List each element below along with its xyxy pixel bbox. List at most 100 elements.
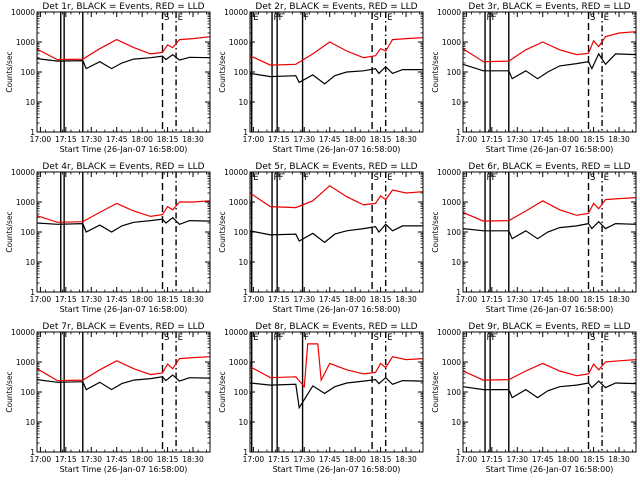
plot-frame [36,11,211,133]
y-tick-label: 1000 [229,358,248,367]
y-tick-label: 10000 [224,8,248,17]
x-tick-label: 17:30 [506,135,528,144]
y-tick-label: 100 [447,68,462,77]
y-tick-label: 1 [30,128,35,137]
lld-series-line [36,356,211,382]
y-tick-label: 100 [21,388,36,397]
x-tick-label: 17:15 [55,295,77,304]
x-tick-label: 17:00 [456,295,478,304]
x-tick-label: 18:30 [395,135,417,144]
y-tick-label: 10000 [437,8,461,17]
x-axis-label: Start Time (26-Jan-07 16:58:00) [60,305,188,314]
y-tick-label: 1000 [442,198,461,207]
y-tick-label: 100 [234,228,249,237]
event-marker-label: E [604,333,609,343]
x-tick-label: 18:30 [608,455,630,464]
events-series-line [462,220,637,240]
y-tick-label: 1 [456,448,461,457]
x-tick-label: 17:15 [481,295,503,304]
event-marker-label: F [487,333,492,343]
y-axis-label: Counts/sec [218,51,227,92]
lld-series-line [249,37,424,66]
event-marker-label: F [274,173,279,183]
x-axis-label: Start Time (26-Jan-07 16:58:00) [273,305,401,314]
y-tick-label: 100 [447,388,462,397]
x-tick-label: 17:45 [106,455,128,464]
x-axis-label: Start Time (26-Jan-07 16:58:00) [60,145,188,154]
x-tick-label: 17:00 [243,135,265,144]
y-tick-label: 100 [234,388,249,397]
x-tick-label: 18:15 [583,135,605,144]
y-tick-label: 10 [451,418,461,427]
event-marker-label: F [492,13,497,23]
y-tick-label: 1 [243,288,248,297]
x-tick-label: 17:45 [532,135,554,144]
panel-title: Det 5r, BLACK = Events, RED = LLD [255,162,417,172]
panel-title: Det 1r, BLACK = Events, RED = LLD [42,2,204,12]
y-tick-label: 10000 [437,168,461,177]
x-tick-label: 18:15 [157,455,179,464]
plot-frame [462,11,637,133]
y-tick-label: 1 [456,128,461,137]
x-tick-label: 18:15 [157,295,179,304]
event-marker-label: E [387,13,392,23]
x-tick-label: 18:30 [182,455,204,464]
x-tick-label: 17:00 [30,295,52,304]
x-axis-label: Start Time (26-Jan-07 16:58:00) [273,145,401,154]
x-tick-label: 17:00 [456,135,478,144]
y-tick-label: 100 [21,228,36,237]
lld-series-line [462,197,637,222]
x-tick-label: 18:15 [370,135,392,144]
x-tick-label: 17:45 [319,455,341,464]
x-tick-label: 18:30 [395,455,417,464]
event-marker-label: S [164,333,169,343]
event-marker-label: S [164,13,169,23]
plot-frame [36,331,211,453]
event-marker-label: F [492,173,497,183]
x-tick-label: 17:00 [243,455,265,464]
events-series-line [36,53,211,70]
y-tick-label: 10000 [11,168,35,177]
event-marker-label: S [374,333,379,343]
x-tick-label: 17:30 [80,295,102,304]
panel-title: Det 9r, BLACK = Events, RED = LLD [468,322,630,332]
y-tick-label: 100 [21,68,36,77]
event-marker-label: S [374,13,379,23]
panel-det-4: Det 4r, BLACK = Events, RED = LLD 1 10 100 1… [5,162,211,314]
y-axis-label: Counts/sec [431,211,440,252]
events-series-line [36,374,211,391]
x-tick-label: 18:00 [131,295,153,304]
y-tick-label: 1 [243,448,248,457]
x-tick-label: 18:15 [157,135,179,144]
x-tick-label: 17:15 [481,135,503,144]
y-axis-label: Counts/sec [5,211,14,252]
event-marker-label: E [253,13,258,23]
x-tick-label: 18:00 [344,295,366,304]
x-tick-label: 18:00 [557,455,579,464]
y-tick-label: 10000 [437,328,461,337]
x-tick-label: 17:45 [532,295,554,304]
event-marker-label: F [304,333,309,343]
x-tick-label: 17:15 [268,135,290,144]
event-marker-label: F [279,333,284,343]
event-marker-label: E [253,333,258,343]
events-series-line [36,216,211,233]
events-series-line [249,376,424,410]
event-marker-label: S [590,173,595,183]
y-axis-label: Counts/sec [218,211,227,252]
x-tick-label: 18:15 [583,455,605,464]
x-tick-label: 18:15 [583,295,605,304]
x-tick-label: 18:30 [608,295,630,304]
x-tick-label: 17:30 [80,455,102,464]
event-marker-label: E [387,333,392,343]
y-tick-label: 100 [234,68,249,77]
panel-title: Det 2r, BLACK = Events, RED = LLD [255,2,417,12]
plot-frame [462,331,637,453]
event-marker-label: S [590,13,595,23]
y-tick-label: 10 [25,258,35,267]
